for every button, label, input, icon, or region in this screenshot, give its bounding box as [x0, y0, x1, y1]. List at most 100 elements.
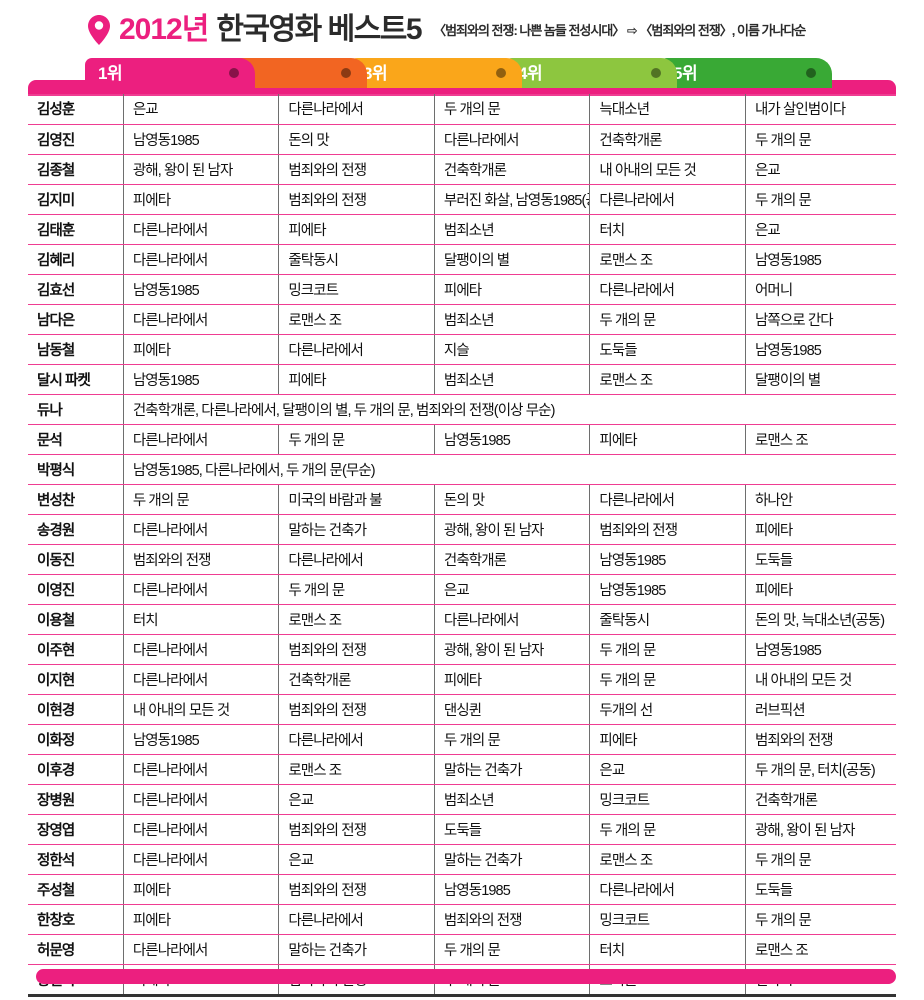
- table-row: 듀나 건축학개론, 다른나라에서, 달팽이의 별, 두 개의 문, 범죄와의 전쟁…: [28, 394, 896, 425]
- pick-rank-4: 두 개의 문: [589, 634, 746, 665]
- pick-rank-5: 은교: [744, 154, 896, 185]
- pick-rank-5: 두 개의 문: [744, 904, 896, 935]
- rank-tab-1[interactable]: 1위: [85, 58, 255, 88]
- table-row: 김태훈 다른나라에서 피에타 범죄소년 터치 은교: [28, 214, 896, 245]
- pick-rank-2: 범죄와의 전쟁: [278, 814, 435, 845]
- pick-rank-4: 남영동1985: [589, 574, 746, 605]
- pick-rank-3: 두 개의 문: [433, 94, 590, 125]
- pick-rank-1: 두 개의 문: [122, 484, 279, 515]
- pick-rank-5: 남쪽으로 간다: [744, 304, 896, 335]
- table-row: 달시 파켓 남영동1985 피에타 범죄소년 로맨스 조 달팽이의 별: [28, 364, 896, 395]
- critic-name: 정한석: [28, 844, 124, 875]
- critic-name: 이후경: [28, 754, 124, 785]
- critic-name: 김혜리: [28, 244, 124, 275]
- pick-rank-3: 남영동1985: [433, 424, 590, 455]
- pick-rank-3: 범죄소년: [433, 364, 590, 395]
- pick-rank-3: 두 개의 문: [433, 724, 590, 755]
- pick-rank-5: 남영동1985: [744, 244, 896, 275]
- pick-rank-1: 다른나라에서: [122, 814, 279, 845]
- rank-tab-3[interactable]: 3위: [350, 58, 522, 88]
- table-row: 장병원 다른나라에서 은교 범죄소년 밍크코트 건축학개론: [28, 784, 896, 815]
- table-row: 이용철 터치 로맨스 조 다른나라에서 줄탁동시 돈의 맛, 늑대소년(공동): [28, 604, 896, 635]
- pick-rank-2: 다른나라에서: [278, 904, 435, 935]
- rank-tab-4[interactable]: 4위: [505, 58, 677, 88]
- rank-tab-label: 5위: [673, 63, 698, 83]
- table-row: 송경원 다른나라에서 말하는 건축가 광해, 왕이 된 남자 범죄와의 전쟁 피에타: [28, 514, 896, 545]
- pick-rank-5: 도둑들: [744, 544, 896, 575]
- pick-rank-2: 돈의 맛: [278, 124, 435, 155]
- critic-name: 김효선: [28, 274, 124, 305]
- table-row: 허문영 다른나라에서 말하는 건축가 두 개의 문 터치 로맨스 조: [28, 934, 896, 965]
- pick-rank-2: 밍크코트: [278, 274, 435, 305]
- pick-rank-1: 남영동1985: [122, 124, 279, 155]
- critic-name: 변성찬: [28, 484, 124, 515]
- pick-rank-3: 은교: [433, 574, 590, 605]
- pick-rank-3: 달팽이의 별: [433, 244, 590, 275]
- critic-picks-unranked: 건축학개론, 다른나라에서, 달팽이의 별, 두 개의 문, 범죄와의 전쟁(이…: [122, 394, 896, 425]
- pick-rank-4: 늑대소년: [589, 94, 746, 125]
- pick-rank-2: 범죄와의 전쟁: [278, 634, 435, 665]
- table-row: 김성훈 은교 다른나라에서 두 개의 문 늑대소년 내가 살인범이다: [28, 94, 896, 125]
- critic-name: 이현경: [28, 694, 124, 725]
- title-year: 2012년: [119, 13, 209, 46]
- table-row: 주성철 피에타 범죄와의 전쟁 남영동1985 다른나라에서 도둑들: [28, 874, 896, 905]
- table-row: 남다은 다른나라에서 로맨스 조 범죄소년 두 개의 문 남쪽으로 간다: [28, 304, 896, 335]
- pick-rank-2: 말하는 건축가: [278, 934, 435, 965]
- pick-rank-1: 피에타: [122, 874, 279, 905]
- pick-rank-3: 피에타: [433, 664, 590, 695]
- pick-rank-5: 범죄와의 전쟁: [744, 724, 896, 755]
- pick-rank-3: 부러진 화살, 남영동1985(공동): [433, 184, 590, 215]
- critic-name: 김영진: [28, 124, 124, 155]
- pick-rank-3: 범죄소년: [433, 784, 590, 815]
- pick-rank-3: 지슬: [433, 334, 590, 365]
- pick-rank-5: 남영동1985: [744, 634, 896, 665]
- pick-rank-3: 도둑들: [433, 814, 590, 845]
- pick-rank-4: 밍크코트: [589, 904, 746, 935]
- table-row: 문석 다른나라에서 두 개의 문 남영동1985 피에타 로맨스 조: [28, 424, 896, 455]
- pick-rank-5: 두 개의 문: [744, 184, 896, 215]
- location-pin-icon: [88, 15, 110, 45]
- pick-rank-5: 내 아내의 모든 것: [744, 664, 896, 695]
- critic-name: 이화정: [28, 724, 124, 755]
- tab-hole-icon: [651, 68, 661, 78]
- pick-rank-5: 두 개의 문: [744, 124, 896, 155]
- pick-rank-2: 미국의 바람과 불: [278, 484, 435, 515]
- pick-rank-5: 어머니: [744, 274, 896, 305]
- pick-rank-1: 터치: [122, 604, 279, 635]
- pick-rank-1: 다른나라에서: [122, 784, 279, 815]
- pick-rank-3: 범죄소년: [433, 214, 590, 245]
- table-row: 이영진 다른나라에서 두 개의 문 은교 남영동1985 피에타: [28, 574, 896, 605]
- table-bottom-rule: [28, 994, 896, 997]
- pick-rank-2: 피에타: [278, 214, 435, 245]
- tab-hole-icon: [496, 68, 506, 78]
- pick-rank-1: 범죄와의 전쟁: [122, 544, 279, 575]
- pick-rank-1: 은교: [122, 94, 279, 125]
- critic-name: 김태훈: [28, 214, 124, 245]
- pick-rank-1: 다른나라에서: [122, 934, 279, 965]
- critic-name: 김지미: [28, 184, 124, 215]
- pick-rank-2: 범죄와의 전쟁: [278, 184, 435, 215]
- pick-rank-4: 도둑들: [589, 334, 746, 365]
- pick-rank-3: 피에타: [433, 274, 590, 305]
- pick-rank-4: 두 개의 문: [589, 814, 746, 845]
- pick-rank-2: 건축학개론: [278, 664, 435, 695]
- critic-name: 송경원: [28, 514, 124, 545]
- critic-name: 이지현: [28, 664, 124, 695]
- table-row: 이주현 다른나라에서 범죄와의 전쟁 광해, 왕이 된 남자 두 개의 문 남영동1985: [28, 634, 896, 665]
- pick-rank-5: 달팽이의 별: [744, 364, 896, 395]
- critic-name: 주성철: [28, 874, 124, 905]
- pick-rank-4: 밍크코트: [589, 784, 746, 815]
- table-row: 변성찬 두 개의 문 미국의 바람과 불 돈의 맛 다른나라에서 하나안: [28, 484, 896, 515]
- pick-rank-1: 내 아내의 모든 것: [122, 694, 279, 725]
- pick-rank-1: 피에타: [122, 334, 279, 365]
- pick-rank-5: 로맨스 조: [744, 424, 896, 455]
- pick-rank-2: 범죄와의 전쟁: [278, 154, 435, 185]
- table-row: 김혜리 다른나라에서 줄탁동시 달팽이의 별 로맨스 조 남영동1985: [28, 244, 896, 275]
- critic-name: 허문영: [28, 934, 124, 965]
- pick-rank-1: 피에타: [122, 904, 279, 935]
- pick-rank-4: 로맨스 조: [589, 244, 746, 275]
- pick-rank-5: 피에타: [744, 574, 896, 605]
- pick-rank-2: 다른나라에서: [278, 334, 435, 365]
- rank-tab-5[interactable]: 5위: [660, 58, 832, 88]
